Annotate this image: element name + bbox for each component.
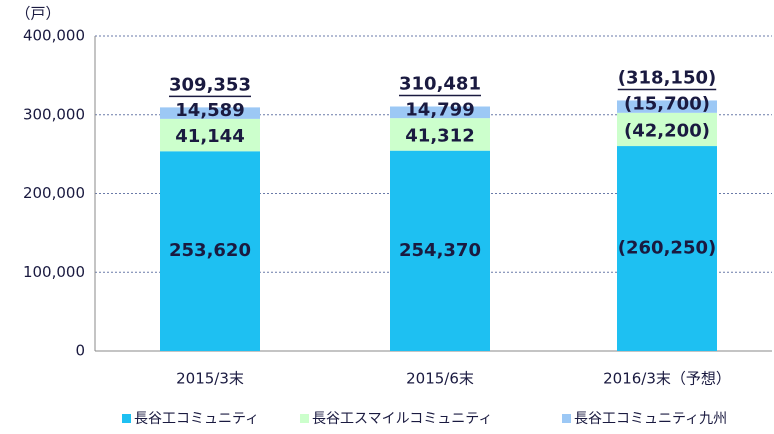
y-tick-label: 200,000	[23, 184, 85, 202]
bar-segment	[617, 146, 717, 351]
bar-segment	[390, 150, 490, 351]
legend-label: 長谷工スマイルコミュニティ	[312, 411, 492, 427]
value-label: 41,144	[175, 126, 244, 147]
bar-segment	[160, 107, 260, 119]
x-tick-label: 2015/6末	[406, 370, 474, 388]
y-axis-label: （戸）	[15, 5, 60, 23]
x-tick-label: 2016/3末（予想）	[603, 370, 731, 388]
legend-swatch	[300, 414, 309, 423]
legend-label: 長谷工コミュニティ	[134, 411, 259, 427]
bar-segment	[390, 106, 490, 119]
value-label: 41,312	[405, 125, 474, 146]
bar-segment	[617, 100, 717, 113]
y-tick-label: 300,000	[23, 105, 85, 123]
y-tick-label: 0	[75, 342, 85, 360]
value-label: 14,589	[175, 100, 244, 121]
x-tick-label: 2015/3末	[176, 370, 244, 388]
y-tick-label: 400,000	[23, 27, 85, 45]
bar-segment	[617, 112, 717, 147]
value-label: (15,700)	[624, 94, 710, 115]
total-label: 309,353	[169, 74, 251, 95]
total-label: 310,481	[399, 73, 481, 94]
value-label: 14,799	[405, 99, 474, 120]
y-tick-label: 100,000	[23, 263, 85, 281]
value-label: (42,200)	[624, 120, 710, 141]
value-label: 254,370	[399, 240, 481, 261]
bar-segment	[160, 118, 260, 152]
legend-label: 長谷工コミュニティ九州	[574, 411, 727, 427]
bar-segment	[390, 118, 490, 151]
value-label: (260,250)	[618, 238, 716, 259]
total-label: (318,150)	[618, 67, 716, 88]
legend-swatch	[122, 414, 131, 423]
value-label: 253,620	[169, 240, 251, 261]
legend-swatch	[562, 414, 571, 423]
bar-segment	[160, 151, 260, 351]
